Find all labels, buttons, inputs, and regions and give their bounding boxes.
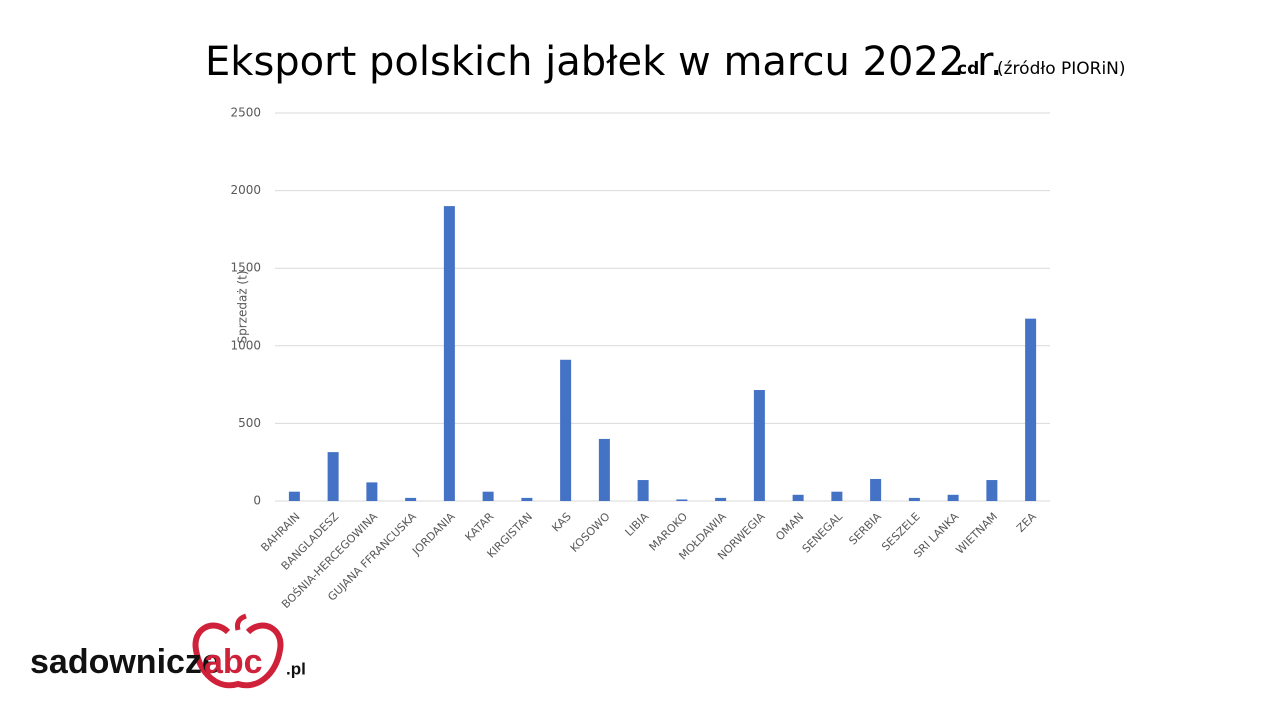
annotation: (źródło PIORiN) xyxy=(997,59,1126,79)
logo-text: .pl xyxy=(286,659,306,678)
y-tick-label: 0 xyxy=(253,494,261,508)
bar xyxy=(715,497,727,501)
bar xyxy=(1025,318,1037,501)
bar xyxy=(560,359,572,501)
bar xyxy=(908,497,920,501)
x-tick-label: WIETNAM xyxy=(953,510,1000,557)
x-tick-label: KATAR xyxy=(463,510,497,544)
y-tick-label: 500 xyxy=(238,416,261,430)
logo-text: abc xyxy=(204,643,263,681)
bar xyxy=(947,494,959,501)
bar xyxy=(637,480,649,501)
bar xyxy=(676,499,688,501)
bar xyxy=(792,494,804,501)
x-tick-label: OMAN xyxy=(773,510,806,543)
chart-title: Eksport polskich jabłek w marcu 2022 r. xyxy=(205,39,1003,85)
x-tick-label: ZEA xyxy=(1014,510,1039,535)
bar xyxy=(327,452,339,501)
bar xyxy=(986,480,998,501)
annotation: cd. xyxy=(957,59,986,79)
logo: sadownicze abc .pl xyxy=(30,613,306,689)
bar xyxy=(870,478,882,501)
bar xyxy=(521,497,533,501)
bar xyxy=(831,491,843,501)
x-tick-label: KAS xyxy=(549,510,573,534)
y-tick-label: 1500 xyxy=(230,261,261,275)
y-tick-label: 1000 xyxy=(230,338,261,352)
bar xyxy=(366,482,378,501)
bar xyxy=(405,497,417,501)
bar xyxy=(482,491,494,501)
x-tick-label: LIBIA xyxy=(623,510,652,539)
y-tick-label: 2500 xyxy=(230,106,261,120)
bar xyxy=(443,206,455,501)
y-axis-label: Sprzedaż (t) xyxy=(236,270,250,343)
logo-text: sadownicze xyxy=(30,643,221,681)
logo-apple xyxy=(192,622,284,689)
bar xyxy=(288,491,300,501)
y-tick-label: 2000 xyxy=(230,183,261,197)
bar xyxy=(598,438,610,501)
x-tick-label: SERBIA xyxy=(846,510,884,548)
x-tick-label: SENEGAL xyxy=(800,509,846,555)
bar xyxy=(753,390,765,501)
logo-stem xyxy=(235,613,247,631)
x-tick-label: KOSOWO xyxy=(568,510,613,555)
